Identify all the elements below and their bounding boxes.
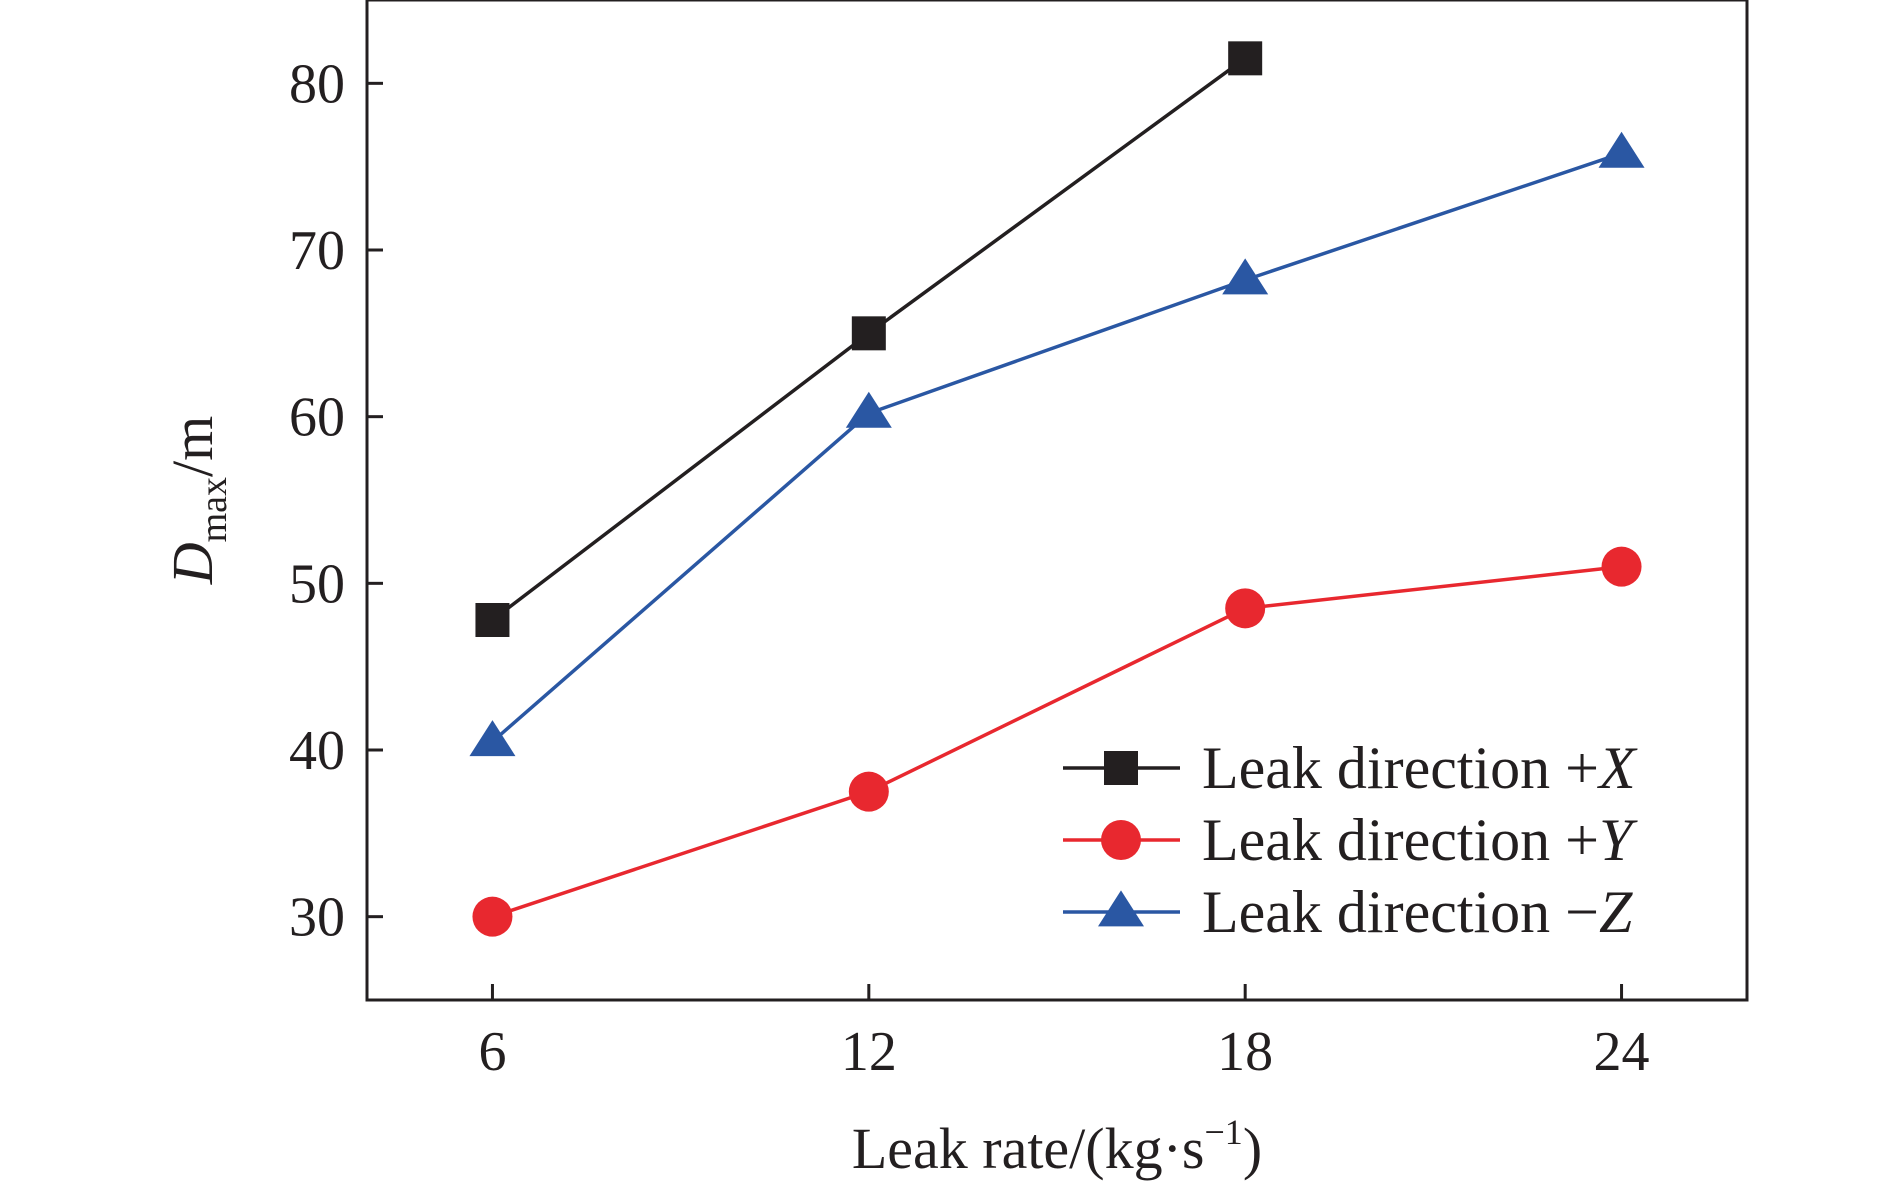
series-line-circle [491,564,1622,919]
series-line-triangle [491,151,1623,743]
plot-frame [365,0,1749,1002]
legend-item: Leak direction +Y [1063,807,1638,873]
x-axis: 6 12 18 24 [478,984,1650,1083]
data-point-circle [1225,588,1266,629]
x-tick-label: 18 [1217,1021,1273,1083]
x-tick-label: 12 [841,1021,897,1083]
legend-label: Leak direction +X [1202,735,1638,801]
data-point-circle [848,771,889,812]
series-markers [469,41,1645,937]
legend-label: Leak direction −Z [1202,879,1633,945]
data-point-circle [1601,546,1642,587]
data-point-triangle [1598,131,1645,168]
x-tick-label: 24 [1594,1021,1650,1083]
y-axis-title: Dmax/m [160,416,235,586]
y-tick-label: 50 [289,553,345,615]
x-axis-title: Leak rate/(kg·s−1) [852,1112,1262,1181]
x-tick-label: 6 [478,1021,506,1083]
data-point-square [851,316,886,351]
data-point-square [475,603,510,637]
data-point-triangle [1222,258,1269,295]
data-point-circle [472,896,513,937]
legend-marker-circle [1101,820,1141,860]
y-tick-label: 60 [289,387,345,449]
data-point-triangle [845,391,892,428]
legend-marker-square [1104,751,1138,785]
y-tick-label: 30 [289,887,345,949]
y-tick-label: 80 [289,53,345,115]
y-axis: 30 40 50 60 70 80 [289,53,383,949]
y-tick-label: 40 [289,720,345,782]
y-tick-label: 70 [289,220,345,282]
data-point-triangle [469,720,516,757]
data-point-square [1228,41,1263,76]
legend-item: Leak direction +X [1063,735,1638,801]
legend-label: Leak direction +Y [1202,807,1638,873]
legend-item: Leak direction −Z [1063,879,1633,945]
legend-marker-triangle [1098,890,1144,927]
